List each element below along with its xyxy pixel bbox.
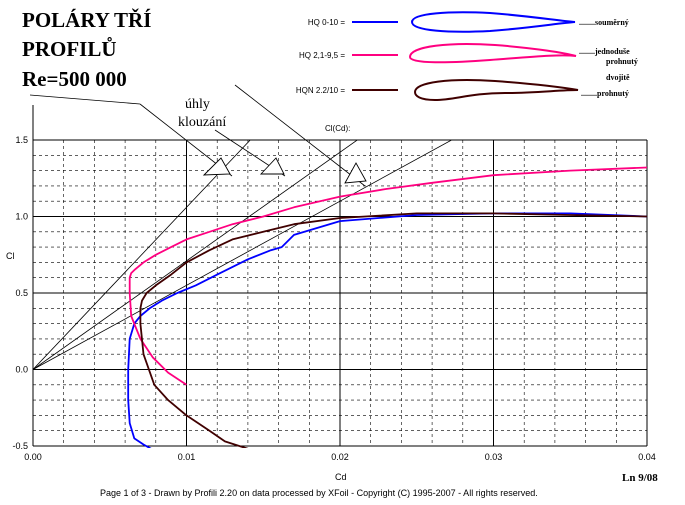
y-tick-label: 0.0 — [15, 365, 28, 375]
series-line — [139, 212, 648, 448]
pointer-arrow — [259, 157, 285, 175]
legend-description: ........jednoduše — [579, 47, 630, 56]
legend-description: dvojitě — [606, 73, 630, 82]
x-tick-label: 0.03 — [485, 452, 503, 462]
series-line — [127, 212, 648, 448]
series-line — [128, 166, 648, 386]
x-tick-label: 0.00 — [24, 452, 42, 462]
glide-angle-line — [33, 140, 251, 370]
legend-airfoil-shape — [410, 11, 576, 33]
pointer-line — [29, 94, 141, 105]
annotation-pointers — [29, 84, 367, 187]
cl-cd-label: Cl(Cd): — [325, 124, 350, 133]
chart-grid — [32, 139, 648, 447]
x-axis-label: Cd — [335, 472, 347, 482]
y-tick-label: 0.5 — [15, 288, 28, 298]
chart-axes — [32, 105, 647, 447]
legend-description: prohnutý — [606, 57, 638, 66]
glide-angle-line — [33, 140, 358, 370]
glide-angles-label-line-2: klouzání — [178, 115, 226, 130]
legend-airfoil-shape — [408, 43, 577, 64]
legend-airfoil-shape — [413, 79, 579, 102]
y-axis-label: Cl — [6, 251, 15, 261]
title-line-2: PROFILŮ — [22, 37, 117, 61]
chart-tick-labels: 0.00 0.01 0.02 0.03 0.04 -0.5 0.0 0.5 1.0 1.5 — [12, 135, 655, 462]
legend-description: ........prohnutý — [581, 89, 629, 98]
glide-angle-line — [33, 140, 453, 370]
pointer-arrow — [344, 162, 367, 184]
legend-key: HQ 0-10 = — [308, 18, 345, 27]
legend-description: ........souměrný — [579, 18, 629, 27]
x-tick-label: 0.01 — [178, 452, 196, 462]
glide-angles-label-line-1: úhly — [185, 97, 210, 112]
y-tick-label: 1.5 — [15, 135, 28, 145]
chart-series — [127, 166, 648, 448]
author-mark: Ln 9/08 — [622, 472, 658, 484]
y-tick-label: 1.0 — [15, 212, 28, 222]
footer-text: Page 1 of 3 - Drawn by Profili 2.20 on d… — [100, 488, 538, 498]
legend-key: HQN 2.2/10 = — [296, 86, 345, 95]
legend-key: HQ 2,1-9,5 = — [299, 51, 345, 60]
legend: HQ 0-10 = ........souměrný HQ 2,1-9,5 =...… — [296, 11, 638, 102]
title-line-3: Re=500 000 — [22, 67, 127, 91]
pointer-arrow — [202, 157, 231, 176]
glide-angle-lines — [33, 140, 453, 370]
title-line-1: POLÁRY TŘÍ — [22, 8, 151, 32]
y-tick-label: -0.5 — [12, 441, 28, 451]
x-tick-label: 0.02 — [331, 452, 349, 462]
pointer-line — [234, 84, 366, 187]
x-tick-label: 0.04 — [638, 452, 656, 462]
